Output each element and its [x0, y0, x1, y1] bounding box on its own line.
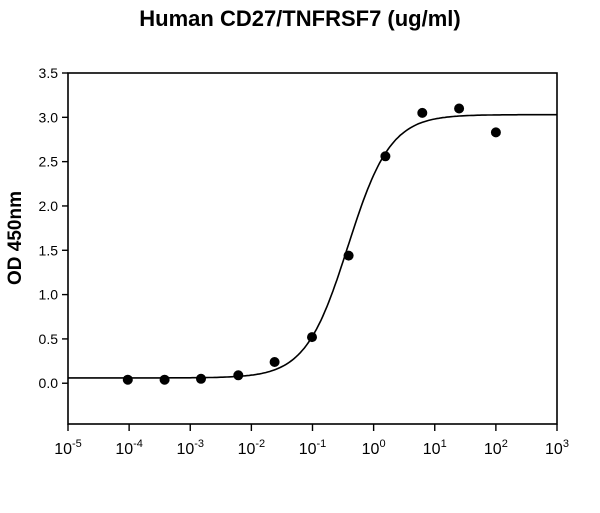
chart-title: Human CD27/TNFRSF7 (ug/ml): [139, 6, 461, 31]
x-tick-label: 101: [423, 438, 447, 458]
data-point: [269, 357, 280, 367]
x-tick-label: 10-4: [115, 438, 143, 458]
y-tick-label: 2.0: [39, 198, 59, 214]
x-tick-label: 10-3: [176, 438, 204, 458]
y-tick-label: 2.5: [39, 154, 59, 170]
y-tick-label: 0.0: [39, 375, 59, 391]
data-point: [490, 127, 501, 138]
y-tick-label: 3.0: [39, 109, 59, 125]
data-point: [196, 373, 206, 384]
data-point: [159, 374, 170, 385]
y-tick-label: 1.0: [39, 287, 59, 303]
plot-frame: [67, 72, 558, 425]
data-point: [233, 370, 244, 381]
y-tick-label: 0.5: [39, 331, 59, 347]
data-point: [380, 151, 391, 162]
data-point: [343, 250, 354, 261]
x-tick-label: 10-5: [54, 438, 82, 458]
data-point: [307, 332, 317, 343]
x-tick-label: 10-1: [299, 438, 327, 458]
x-tick-label: 103: [545, 438, 569, 458]
data-point: [122, 374, 133, 385]
x-tick-label: 100: [362, 438, 386, 458]
x-tick-label: 102: [484, 438, 508, 458]
y-tick-label: 3.5: [39, 65, 59, 81]
x-tick-label: 10-2: [238, 438, 266, 458]
data-point: [417, 107, 428, 118]
data-point: [454, 103, 465, 114]
y-tick-label: 1.5: [39, 242, 59, 258]
